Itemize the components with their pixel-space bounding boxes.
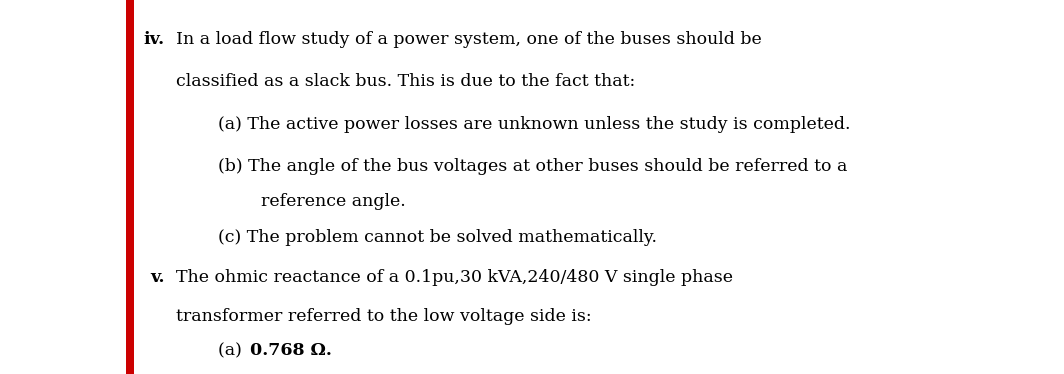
Text: classified as a slack bus. This is due to the fact that:: classified as a slack bus. This is due t…	[176, 73, 635, 90]
Text: In a load flow study of a power system, one of the buses should be: In a load flow study of a power system, …	[176, 31, 762, 48]
Text: (a) The active power losses are unknown unless the study is completed.: (a) The active power losses are unknown …	[218, 116, 850, 134]
Text: 0.768 Ω.: 0.768 Ω.	[250, 342, 332, 359]
Text: transformer referred to the low voltage side is:: transformer referred to the low voltage …	[176, 307, 592, 325]
Text: v.: v.	[150, 269, 165, 286]
Text: The ohmic reactance of a 0.1pu,30 kVA,240/480 V single phase: The ohmic reactance of a 0.1pu,30 kVA,24…	[176, 269, 732, 286]
Text: iv.: iv.	[144, 31, 165, 48]
Text: (b) The angle of the bus voltages at other buses should be referred to a: (b) The angle of the bus voltages at oth…	[218, 158, 848, 175]
Text: (a): (a)	[218, 342, 248, 359]
Text: (c) The problem cannot be solved mathematically.: (c) The problem cannot be solved mathema…	[218, 229, 658, 246]
Text: reference angle.: reference angle.	[261, 193, 405, 210]
